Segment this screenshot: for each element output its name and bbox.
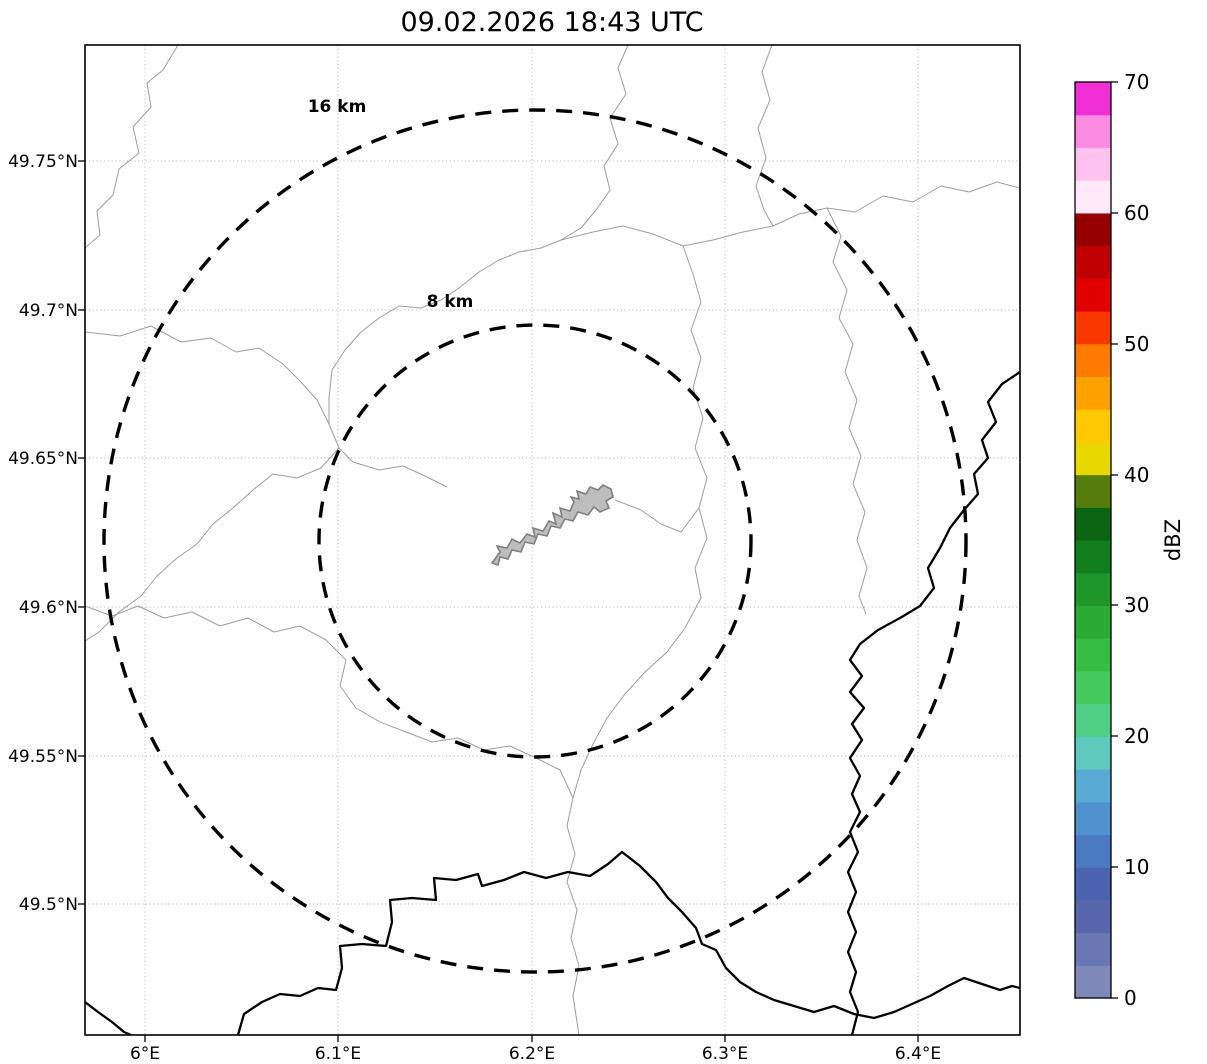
colorbar-segment <box>1075 311 1111 345</box>
colorbar-segment <box>1075 441 1111 476</box>
x-tick-label: 6.3°E <box>702 1044 748 1064</box>
y-tick-label: 49.55°N <box>8 747 78 767</box>
colorbar-tick-label: 30 <box>1124 593 1149 617</box>
colorbar-tick-label: 20 <box>1124 724 1149 748</box>
plot-title: 09.02.2026 18:43 UTC <box>400 7 703 38</box>
colorbar-tick-label: 60 <box>1124 201 1149 225</box>
colorbar-segment <box>1075 278 1111 312</box>
colorbar-segment <box>1075 965 1111 999</box>
x-tick-label: 6.1°E <box>315 1044 361 1064</box>
colorbar-segment <box>1075 114 1111 149</box>
colorbar-tick-label: 40 <box>1124 463 1149 487</box>
colorbar-segment <box>1075 801 1111 836</box>
colorbar-segment <box>1075 147 1111 181</box>
colorbar-segment <box>1075 409 1111 443</box>
range-ring-label-16km: 16 km <box>308 97 367 117</box>
colorbar-gradient <box>1075 82 1111 999</box>
y-tick-label: 49.6°N <box>19 598 78 618</box>
colorbar-segment <box>1075 638 1111 672</box>
plot-area <box>85 45 1020 1035</box>
colorbar-segment <box>1075 343 1111 378</box>
colorbar-segment <box>1075 245 1111 279</box>
colorbar-segment <box>1075 769 1111 803</box>
colorbar-segment <box>1075 834 1111 868</box>
range-ring-8km <box>317 323 753 759</box>
colorbar-segment <box>1075 605 1111 639</box>
colorbar-tick-label: 10 <box>1124 855 1149 879</box>
colorbar-tick-marks <box>1111 81 1118 999</box>
colorbar-segment <box>1075 82 1111 116</box>
range-ring-16km <box>102 108 968 974</box>
colorbar-segment <box>1075 540 1111 574</box>
y-tick-label: 49.65°N <box>8 449 78 469</box>
country-borders <box>85 371 1020 1035</box>
colorbar-segment <box>1075 932 1111 966</box>
colorbar-segment <box>1075 736 1111 770</box>
y-axis-tick-marks <box>78 160 85 905</box>
colorbar-segment <box>1075 507 1111 541</box>
y-axis-tick-labels: 49.75°N 49.7°N 49.65°N 49.6°N 49.55°N 49… <box>8 152 78 915</box>
colorbar-border <box>1074 81 1112 999</box>
grid-lines <box>85 45 1020 1035</box>
x-tick-label: 6°E <box>130 1044 160 1064</box>
y-tick-label: 49.75°N <box>8 152 78 172</box>
colorbar-segment <box>1075 212 1111 247</box>
colorbar-segment <box>1075 180 1111 214</box>
colorbar-tick-label: 70 <box>1124 70 1149 94</box>
x-axis-tick-labels: 6°E 6.1°E 6.2°E 6.3°E 6.4°E <box>130 1044 941 1064</box>
admin-boundaries <box>85 45 1020 1035</box>
colorbar-segment <box>1075 867 1111 901</box>
range-ring-label-8km: 8 km <box>427 292 474 312</box>
colorbar-segment <box>1075 474 1111 508</box>
x-tick-label: 6.4°E <box>895 1044 941 1064</box>
colorbar-tick-label: 0 <box>1124 986 1137 1010</box>
colorbar-axis-label: dBZ <box>1161 519 1185 561</box>
colorbar-segment <box>1075 572 1111 607</box>
colorbar-segment <box>1075 670 1111 705</box>
colorbar-segment <box>1075 703 1111 737</box>
colorbar-segment <box>1075 376 1111 410</box>
city-area-polygon <box>490 484 614 567</box>
colorbar-tick-label: 50 <box>1124 332 1149 356</box>
y-tick-label: 49.7°N <box>19 301 78 321</box>
colorbar-tick-labels: 70 60 50 40 30 20 10 0 <box>1124 70 1149 1010</box>
x-tick-label: 6.2°E <box>509 1044 555 1064</box>
y-tick-label: 49.5°N <box>19 895 78 915</box>
colorbar-segment <box>1075 899 1111 934</box>
range-rings <box>102 108 968 974</box>
plot-border <box>84 44 1021 1036</box>
x-axis-tick-marks <box>144 1035 919 1042</box>
